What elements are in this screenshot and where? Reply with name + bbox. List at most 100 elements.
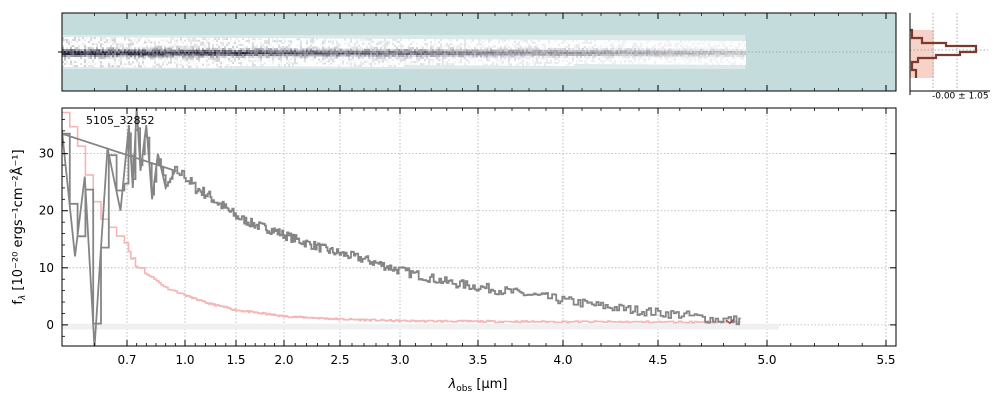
trace-pixel — [222, 55, 224, 58]
trace-pixel — [358, 48, 360, 51]
trace-pixel — [428, 39, 430, 42]
trace-pixel — [104, 37, 106, 40]
trace-pixel — [704, 54, 706, 57]
trace-pixel — [308, 52, 310, 55]
trace-pixel — [150, 39, 152, 42]
trace-pixel — [744, 42, 746, 45]
trace-pixel — [394, 48, 396, 51]
trace-pixel — [510, 55, 512, 58]
trace-pixel — [346, 40, 348, 43]
trace-pixel — [438, 61, 440, 64]
trace-pixel — [240, 54, 242, 57]
trace-pixel — [140, 37, 142, 40]
trace-pixel — [138, 57, 140, 60]
trace-pixel — [532, 53, 534, 56]
trace-pixel — [458, 45, 460, 48]
trace-pixel — [648, 56, 650, 59]
trace-pixel — [400, 54, 402, 57]
trace-pixel — [82, 41, 84, 44]
trace-pixel — [608, 56, 610, 59]
trace-pixel — [728, 58, 730, 61]
trace-pixel — [264, 48, 266, 51]
trace-pixel — [94, 63, 96, 66]
trace-pixel — [640, 50, 642, 53]
trace-pixel — [144, 49, 146, 52]
trace-pixel — [360, 54, 362, 57]
trace-pixel — [146, 65, 148, 68]
trace-pixel — [106, 43, 108, 46]
trace-pixel — [98, 47, 100, 50]
trace-pixel — [704, 40, 706, 43]
trace-pixel — [114, 39, 116, 42]
trace-pixel — [560, 63, 562, 66]
trace-pixel — [402, 48, 404, 51]
trace-pixel — [180, 49, 182, 52]
trace-pixel — [178, 45, 180, 48]
trace-pixel — [428, 53, 430, 56]
trace-pixel — [132, 37, 134, 40]
trace-pixel — [560, 45, 562, 48]
trace-pixel — [254, 62, 256, 65]
trace-pixel — [158, 49, 160, 52]
trace-pixel — [402, 46, 404, 49]
trace-pixel — [408, 61, 410, 64]
trace-pixel — [516, 41, 518, 44]
trace-pixel — [734, 58, 736, 61]
trace-pixel — [438, 39, 440, 42]
trace-pixel — [558, 41, 560, 44]
trace-pixel — [334, 54, 336, 57]
trace-pixel — [582, 60, 584, 63]
trace-pixel — [440, 53, 442, 56]
trace-pixel — [728, 48, 730, 51]
trace-pixel — [296, 40, 298, 43]
trace-pixel — [356, 56, 358, 59]
trace-pixel — [190, 55, 192, 58]
trace-pixel — [240, 40, 242, 43]
trace-pixel — [254, 60, 256, 63]
trace-pixel — [208, 65, 210, 68]
trace-pixel — [738, 40, 740, 43]
trace-pixel — [660, 58, 662, 61]
trace-pixel — [308, 44, 310, 47]
trace-pixel — [442, 63, 444, 66]
trace-pixel — [442, 55, 444, 58]
trace-pixel — [164, 41, 166, 44]
trace-pixel — [620, 56, 622, 59]
trace-pixel — [124, 41, 126, 44]
trace-pixel — [112, 57, 114, 60]
trace-pixel — [234, 38, 236, 41]
trace-pixel — [282, 56, 284, 59]
trace-pixel — [672, 42, 674, 45]
trace-pixel — [154, 51, 156, 54]
trace-pixel — [280, 64, 282, 67]
trace-pixel — [608, 46, 610, 49]
trace-pixel — [722, 58, 724, 61]
trace-pixel — [438, 47, 440, 50]
trace-pixel — [298, 44, 300, 47]
trace-pixel — [476, 47, 478, 50]
x-tick-label: 2.0 — [274, 353, 293, 367]
trace-pixel — [226, 63, 228, 66]
trace-pixel — [672, 40, 674, 43]
trace-pixel — [530, 45, 532, 48]
trace-pixel — [438, 45, 440, 48]
trace-pixel — [516, 49, 518, 52]
trace-pixel — [468, 61, 470, 64]
trace-pixel — [462, 43, 464, 46]
trace-pixel — [92, 61, 94, 64]
trace-pixel — [548, 39, 550, 42]
trace-pixel — [638, 40, 640, 43]
trace-pixel — [404, 39, 406, 42]
trace-pixel — [170, 61, 172, 64]
trace-pixel — [342, 64, 344, 67]
trace-pixel — [186, 61, 188, 64]
trace-pixel — [342, 48, 344, 51]
trace-pixel — [122, 65, 124, 68]
trace-pixel — [64, 45, 66, 48]
trace-pixel — [254, 42, 256, 45]
trace-pixel — [308, 56, 310, 59]
trace-pixel — [676, 42, 678, 45]
trace-pixel — [346, 62, 348, 65]
trace-pixel — [662, 46, 664, 49]
trace-pixel — [696, 54, 698, 57]
